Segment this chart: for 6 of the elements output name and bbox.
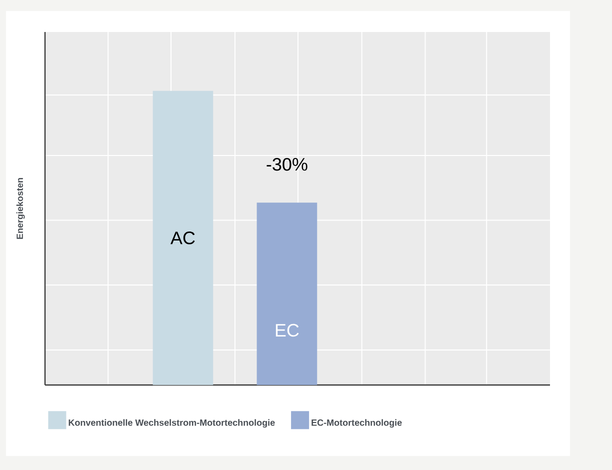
annotation: EC: [276, 324, 299, 337]
x-tick-label: Konventionelle Wechselstrom-Motortechnologie: [68, 419, 275, 428]
x-tick-label: EC-Motortechnologie: [312, 419, 402, 428]
annotation: -30%: [266, 158, 308, 171]
y-axis-title: Energiekosten: [16, 178, 25, 239]
annotation: AC: [170, 232, 195, 244]
